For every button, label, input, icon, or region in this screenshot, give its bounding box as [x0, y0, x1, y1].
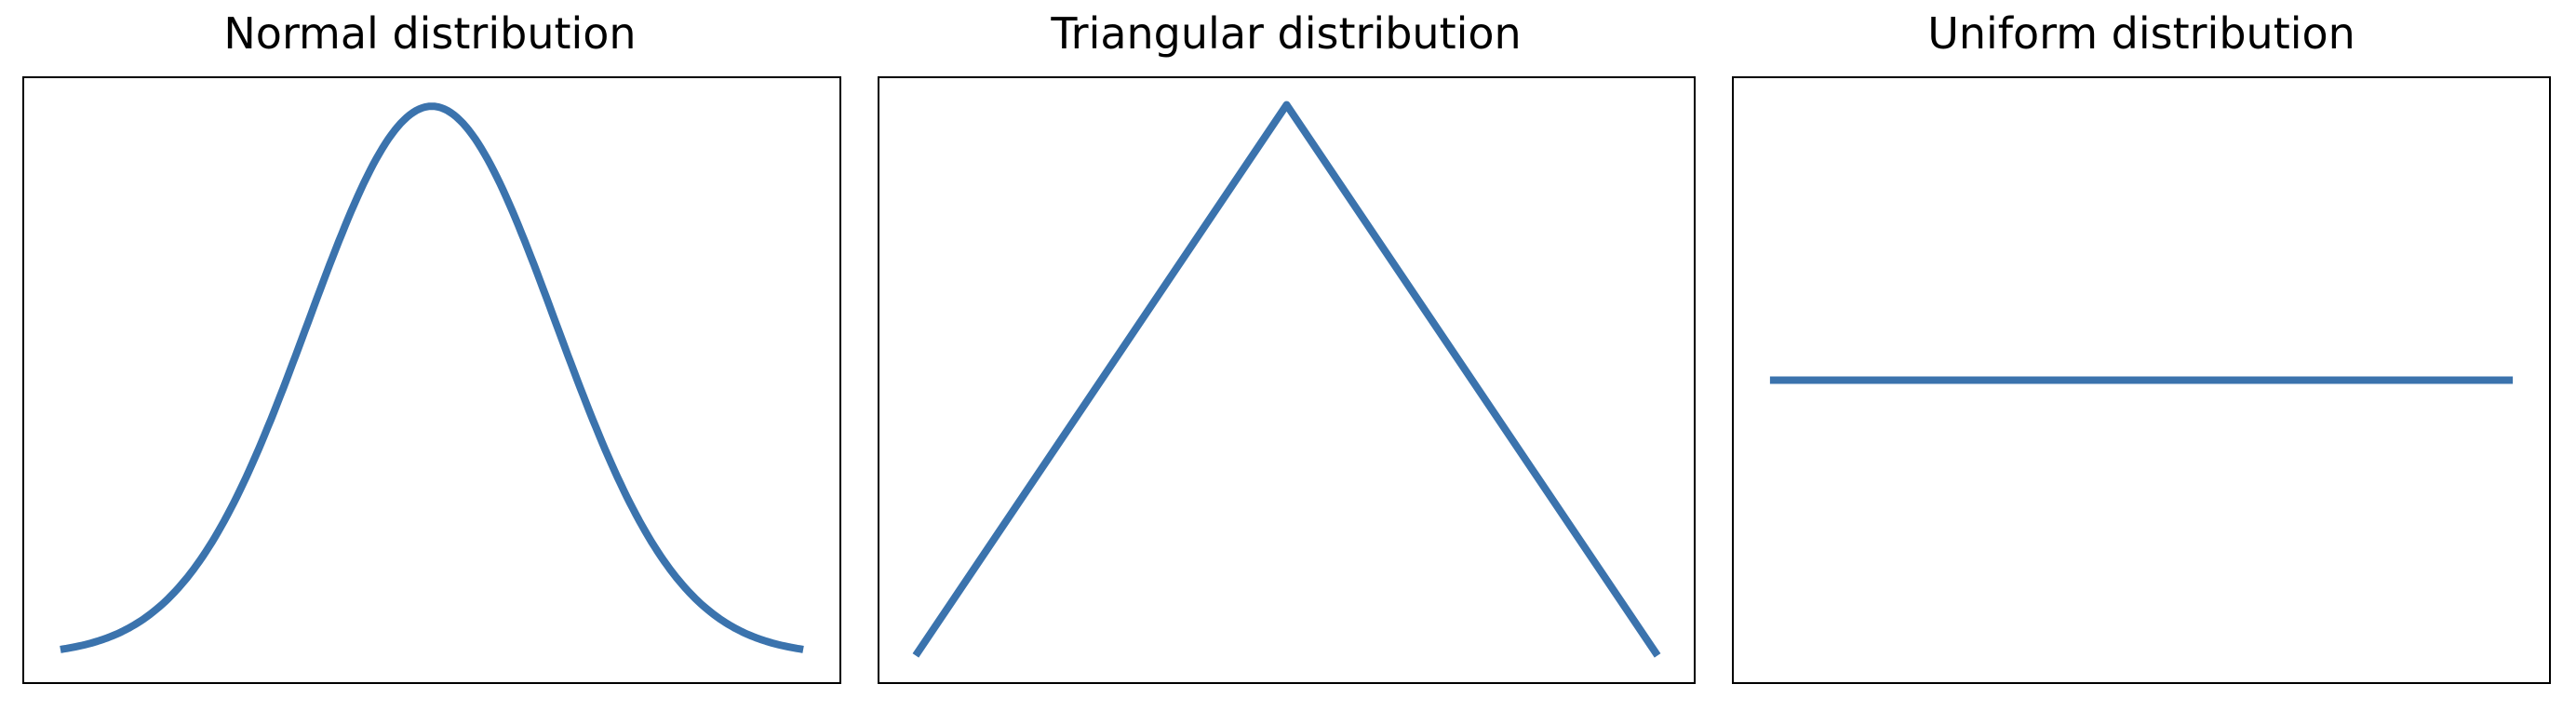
axes-frame-normal — [22, 76, 841, 684]
panel-title-triangular: Triangular distribution — [1050, 8, 1521, 59]
panel-normal: Normal distribution — [22, 8, 841, 684]
series-line-triangular — [912, 101, 1661, 658]
panel-title-normal: Normal distribution — [223, 8, 636, 59]
panel-triangular: Triangular distribution — [878, 8, 1696, 684]
panel-uniform: Uniform distribution — [1732, 8, 2551, 684]
panel-title-uniform: Uniform distribution — [1927, 8, 2355, 59]
axes-frame-triangular — [878, 76, 1696, 684]
series-line-normal — [60, 102, 804, 653]
